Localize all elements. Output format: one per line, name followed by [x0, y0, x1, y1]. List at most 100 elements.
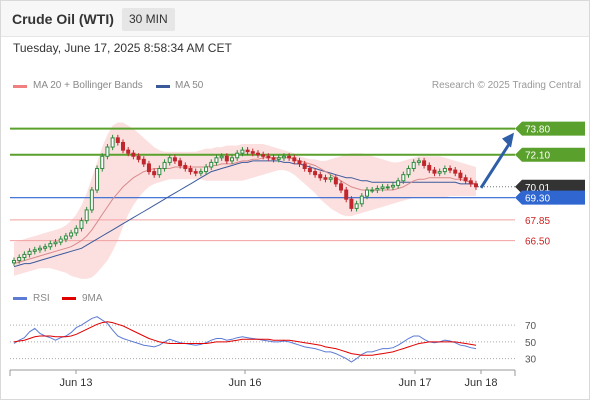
candle-body — [157, 168, 162, 176]
candle-body — [224, 155, 229, 162]
projection-arrow-shaft — [479, 141, 512, 189]
candle-body — [58, 238, 63, 243]
candle-body — [401, 174, 406, 182]
x-tick-label: Jun 17 — [398, 377, 431, 389]
candle-body — [318, 174, 323, 179]
candle-body — [131, 152, 136, 157]
candle-body — [17, 256, 22, 262]
candle-body — [105, 146, 110, 157]
candle-body — [172, 157, 177, 162]
candle-body — [427, 164, 432, 171]
candle-body — [380, 186, 385, 189]
price-label-72.10: 72.10 — [525, 151, 550, 162]
candle-body — [100, 155, 105, 170]
candle-body — [95, 168, 100, 191]
candle-body — [152, 171, 157, 176]
candle-body — [84, 209, 89, 222]
candle-body — [354, 203, 359, 209]
x-tick-label: Jun 13 — [59, 377, 92, 389]
candle-body — [79, 220, 84, 229]
candle-body — [63, 235, 68, 240]
ma9-legend-swatch — [62, 297, 76, 300]
projection-arrow-head — [502, 132, 514, 148]
price-label-67.85: 67.85 — [525, 216, 550, 227]
candle-body — [474, 183, 478, 188]
candle-body — [162, 161, 167, 170]
candle-body — [297, 160, 302, 165]
candle-body — [167, 157, 172, 163]
ma20-line — [13, 157, 477, 265]
candle-body — [344, 189, 349, 200]
candles — [12, 134, 478, 266]
rsi-legend-label: RSI — [33, 293, 50, 304]
candle-body — [146, 163, 151, 173]
instrument-title: Crude Oil (WTI) — [12, 11, 114, 27]
candle-body — [198, 171, 203, 174]
candle-body — [37, 247, 42, 251]
candle-body — [432, 169, 437, 174]
candle-body — [12, 260, 16, 264]
candle-body — [255, 152, 260, 156]
candle-body — [193, 171, 198, 174]
candle-body — [74, 227, 79, 234]
bollinger-band — [14, 122, 476, 279]
price-tag-70.01 — [515, 179, 585, 194]
candle-body — [178, 160, 183, 166]
ma9-line — [13, 321, 477, 356]
bollinger-legend-label: MA 20 + Bollinger Bands — [33, 80, 143, 91]
candle-body — [349, 198, 354, 209]
candle-body — [204, 166, 209, 173]
candle-body — [48, 243, 53, 248]
candle-body — [43, 246, 48, 249]
price-tag-69.30 — [515, 190, 585, 205]
candle-body — [245, 149, 250, 153]
candle-body — [32, 249, 37, 252]
research-credit: Research © 2025 Trading Central — [431, 80, 581, 91]
x-tick-label: Jun 18 — [464, 377, 497, 389]
rsi-tick-50: 50 — [525, 338, 537, 349]
ma50-legend-label: MA 50 — [175, 80, 204, 91]
candle-body — [271, 157, 276, 160]
candle-body — [313, 171, 318, 176]
candle-body — [287, 155, 292, 159]
candle-body — [370, 189, 375, 192]
candle-body — [53, 241, 58, 245]
candle-body — [141, 158, 146, 165]
candle-body — [458, 172, 463, 179]
candle-body — [250, 151, 255, 154]
candle-body — [235, 152, 240, 159]
candle-body — [328, 177, 333, 180]
candle-body — [292, 157, 297, 162]
candle-body — [422, 160, 427, 166]
candle-body — [126, 149, 131, 154]
price-label-66.50: 66.50 — [525, 237, 550, 248]
price-tag-72.10 — [515, 147, 585, 162]
candle-body — [69, 232, 74, 237]
candle-body — [359, 195, 364, 205]
timestamp: Tuesday, June 17, 2025 8:58:34 AM CET — [13, 41, 232, 55]
price-label-70.01: 70.01 — [525, 183, 550, 194]
candle-body — [281, 155, 286, 159]
candle-body — [448, 168, 453, 171]
rsi-legend-swatch — [13, 297, 27, 300]
candle-body — [188, 168, 193, 173]
candle-body — [339, 183, 344, 191]
candle-body — [89, 189, 94, 211]
candle-body — [390, 184, 395, 188]
candle-body — [110, 137, 115, 148]
candle-body — [437, 171, 442, 174]
candle-body — [375, 187, 380, 191]
timeframe-button[interactable]: 30 MIN — [122, 8, 175, 31]
price-tag-73.80 — [515, 121, 585, 136]
candle-body — [411, 161, 416, 170]
candle-body — [219, 155, 224, 159]
rsi-tick-30: 30 — [525, 355, 537, 366]
candle-body — [333, 177, 338, 185]
candle-body — [385, 186, 390, 189]
candle-body — [209, 161, 214, 168]
rsi-tick-70: 70 — [525, 321, 537, 332]
ma9-legend-label: 9MA — [82, 293, 103, 304]
chart-header: Crude Oil (WTI) 30 MIN — [1, 1, 589, 37]
candle-body — [416, 160, 421, 163]
